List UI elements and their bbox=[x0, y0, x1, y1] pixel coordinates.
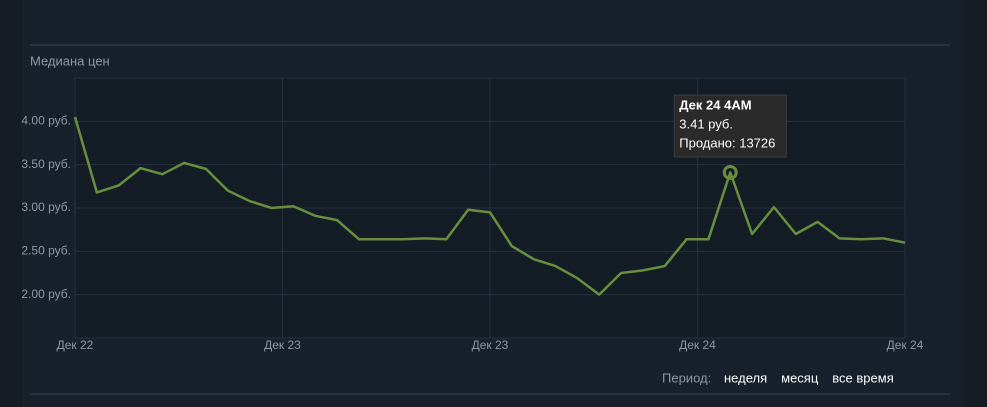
x-tick-label: Дек 24 bbox=[887, 338, 924, 352]
side-panel bbox=[965, 0, 987, 407]
period-selector: Период: неделя месяц все время bbox=[662, 370, 894, 385]
tooltip-text: Дек 24 4AM bbox=[679, 97, 751, 112]
y-tick-label: 2.00 руб. bbox=[21, 287, 71, 301]
tooltip-text: Продано: 13726 bbox=[679, 135, 775, 150]
period-option[interactable]: все время bbox=[832, 370, 893, 385]
axis-title: Медиана цен bbox=[30, 53, 110, 68]
side-panel bbox=[0, 0, 22, 407]
period-label: Период: bbox=[662, 370, 711, 385]
y-tick-label: 3.00 руб. bbox=[21, 200, 71, 214]
period-option[interactable]: неделя bbox=[724, 370, 767, 385]
hover-marker bbox=[722, 164, 738, 180]
x-tick-label: Дек 22 bbox=[57, 338, 94, 352]
x-tick-label: Дек 24 bbox=[679, 338, 716, 352]
y-tick-label: 4.00 руб. bbox=[21, 114, 71, 128]
line-series bbox=[73, 116, 906, 296]
tooltip-text: 3.41 руб. bbox=[679, 116, 733, 131]
period-option[interactable]: месяц bbox=[781, 370, 819, 385]
x-tick-label: Дек 23 bbox=[264, 338, 301, 352]
y-tick-label: 3.50 руб. bbox=[21, 157, 71, 171]
y-tick-label: 2.50 руб. bbox=[21, 244, 71, 258]
x-tick-label: Дек 23 bbox=[472, 338, 509, 352]
tooltip-box bbox=[673, 94, 787, 158]
